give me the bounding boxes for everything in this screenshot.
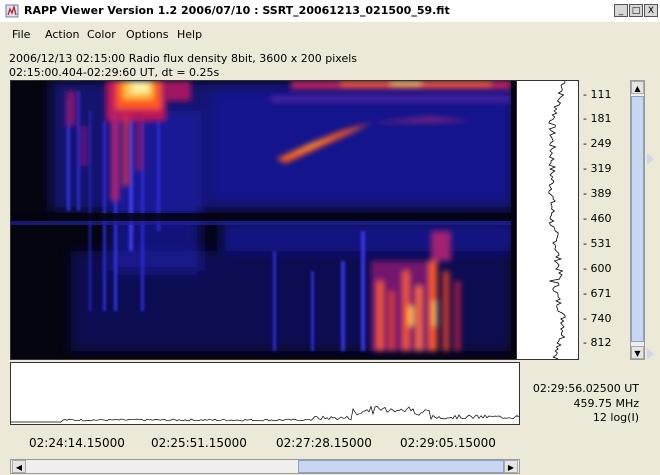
minimize-button[interactable]: _ <box>614 4 628 17</box>
maximize-button[interactable]: □ <box>629 4 643 17</box>
horizontal-scrollbar[interactable]: ◀ ▶ <box>10 459 520 474</box>
vertical-scroll-thumb[interactable] <box>631 96 644 342</box>
menu-color[interactable]: Color <box>87 28 116 41</box>
frequency-axis: - 111 - 181 - 249 - 319 - 389 - 460 - 53… <box>579 80 627 360</box>
arrow-left-icon[interactable]: ◀ <box>12 460 26 473</box>
arrow-up-icon[interactable]: ▲ <box>631 81 644 94</box>
horizontal-scroll-thumb[interactable] <box>298 460 504 473</box>
range-marker-lower[interactable] <box>647 348 654 360</box>
frequency-tick: - 600 <box>583 262 612 275</box>
cursor-time-readout: 02:29:56.02500 UT <box>532 382 639 395</box>
menu-bar: File Action Color Options Help <box>0 22 660 46</box>
time-range: 02:15:00.404-02:29:60 UT, dt = 0.25s <box>9 66 220 79</box>
frequency-tick: - 671 <box>583 287 612 300</box>
spectrogram-image <box>11 81 516 359</box>
frequency-tick: - 460 <box>583 212 612 225</box>
menu-file[interactable]: File <box>12 28 31 41</box>
menu-help[interactable]: Help <box>177 28 203 41</box>
frequency-tick: - 531 <box>583 237 612 250</box>
frequency-tick: - 319 <box>583 162 612 175</box>
menu-options[interactable]: Options <box>126 28 169 41</box>
menu-action[interactable]: Action <box>45 28 80 41</box>
time-profile <box>10 362 520 425</box>
rapp-app-icon <box>5 4 19 18</box>
cursor-frequency-readout: 459.75 MHz <box>573 397 639 410</box>
vertical-scrollbar[interactable]: ▲ ▼ <box>630 80 645 360</box>
frequency-tick: - 249 <box>583 137 612 150</box>
time-axis-label: 02:25:51.15000 <box>151 436 247 450</box>
data-description: 2006/12/13 02:15:00 Radio flux density 8… <box>9 52 358 65</box>
arrow-down-icon[interactable]: ▼ <box>631 346 644 359</box>
spectrum-profile <box>517 80 579 360</box>
spectrogram[interactable] <box>10 80 517 360</box>
frequency-tick: - 111 <box>583 88 612 101</box>
frequency-tick: - 740 <box>583 312 612 325</box>
frequency-tick: - 181 <box>583 112 612 125</box>
time-axis-label: 02:27:28.15000 <box>276 436 372 450</box>
window-title: RAPP Viewer Version 1.2 2006/07/10 : SSR… <box>24 4 450 17</box>
time-axis-label: 02:24:14.15000 <box>29 436 125 450</box>
time-axis-label: 02:29:05.15000 <box>400 436 496 450</box>
close-button[interactable]: X <box>644 4 658 17</box>
intensity-scale-readout: 12 log(I) <box>592 411 639 424</box>
frequency-tick: - 812 <box>583 336 612 349</box>
arrow-right-icon[interactable]: ▶ <box>504 460 518 473</box>
range-marker-upper[interactable] <box>647 153 654 165</box>
frequency-tick: - 389 <box>583 187 612 200</box>
title-bar: RAPP Viewer Version 1.2 2006/07/10 : SSR… <box>0 0 660 23</box>
